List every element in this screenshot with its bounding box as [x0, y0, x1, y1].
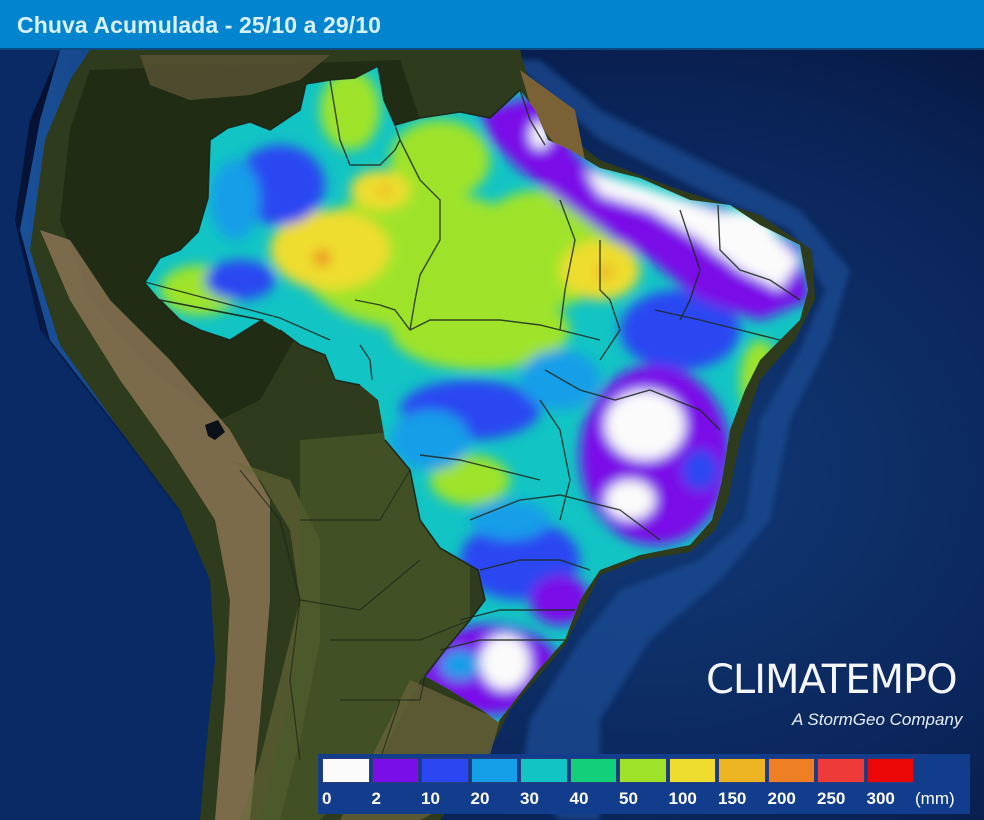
legend-label: 150 — [718, 789, 747, 808]
legend-swatch — [817, 758, 865, 783]
legend-label: 30 — [520, 789, 539, 808]
legend-swatches — [322, 758, 914, 783]
legend-unit: (mm) — [915, 789, 955, 808]
legend-label: 2 — [371, 789, 381, 808]
legend-swatch — [470, 758, 518, 783]
legend-label: 20 — [470, 789, 490, 808]
legend-label: 250 — [817, 789, 846, 808]
legend-label: 0 — [322, 789, 332, 808]
legend-label: 100 — [668, 789, 697, 808]
legend-swatch — [619, 758, 667, 783]
legend-swatch — [322, 758, 370, 783]
legend-swatch — [569, 758, 617, 783]
legend-swatch — [866, 758, 914, 783]
title-bar: Chuva Acumulada - 25/10 a 29/10 — [0, 0, 984, 50]
rainfall-map — [0, 50, 984, 820]
legend-swatch — [767, 758, 815, 783]
logo-wordmark: CLIMATEMPO — [706, 657, 958, 703]
climatempo-logo: CLIMATEMPO A StormGeo Company — [706, 657, 984, 729]
legend-label: 50 — [619, 789, 638, 808]
legend-label: 10 — [421, 789, 440, 808]
legend-label: 40 — [569, 789, 589, 808]
rainfall-legend: (mm) 0 2 10 20 30 40 50 100 150 200 250 300 — [318, 754, 970, 814]
legend-label: 300 — [866, 789, 895, 808]
legend-swatch — [421, 758, 469, 783]
legend-swatch — [668, 758, 716, 783]
legend-labels: (mm) 0 2 10 20 30 40 50 100 150 200 250 300 — [318, 788, 970, 812]
legend-swatch — [371, 758, 419, 783]
logo-tagline: A StormGeo Company — [792, 710, 963, 729]
legend-label: 200 — [767, 789, 796, 808]
legend-swatch — [520, 758, 568, 783]
legend-swatch — [718, 758, 766, 783]
map-title: Chuva Acumulada - 25/10 a 29/10 — [17, 12, 382, 38]
